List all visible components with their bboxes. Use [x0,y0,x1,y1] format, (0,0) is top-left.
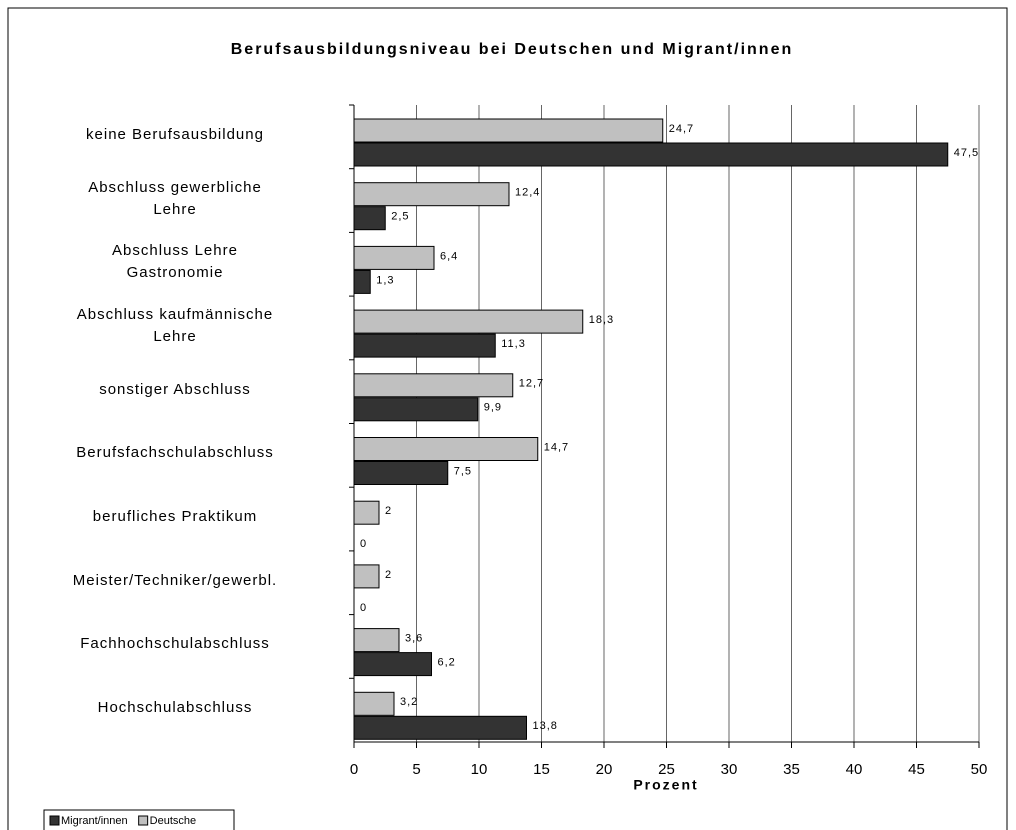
x-tick-label: 35 [783,761,800,778]
x-axis-label: Prozent [633,777,698,793]
value-label: 3,6 [405,633,423,645]
value-label: 12,7 [519,378,544,390]
chart-title: Berufsausbildungsniveau bei Deutschen un… [231,41,794,58]
y-tick-label: sonstiger Abschluss [99,380,251,398]
bar [353,245,435,270]
value-label: 6,2 [438,657,456,669]
value-label: 2,5 [391,211,409,223]
x-tick-label: 5 [412,761,420,778]
bar [353,715,527,740]
value-label: 6,4 [440,250,458,262]
x-tick-label: 15 [533,761,550,778]
y-tick-label: Meister/Techniker/gewerbl. [72,571,278,589]
value-label: 11,3 [501,338,526,350]
bar [353,373,514,398]
y-tick-label: Abschluss kaufmännische Lehre [76,305,274,345]
value-label: 24,7 [669,123,694,135]
value-label: 18,3 [589,314,614,326]
y-tick-label: Abschluss Lehre Gastronomie [112,242,238,282]
bar [353,500,380,525]
value-label: 0 [360,602,367,614]
value-label: 14,7 [544,441,569,453]
x-tick-label: 45 [908,761,925,778]
x-tick-label: 40 [846,761,863,778]
value-label: 0 [360,538,367,550]
legend-swatch [49,815,60,826]
bar [353,206,386,231]
bar [353,142,949,167]
bar [353,397,479,422]
legend-label: Deutsche [150,815,196,827]
x-tick-label: 50 [971,761,988,778]
bar [353,691,395,716]
x-tick-label: 10 [471,761,488,778]
value-label: 2 [385,569,392,581]
bar [353,628,400,653]
bar [353,269,371,294]
value-label: 7,5 [454,465,472,477]
x-tick-label: 30 [721,761,738,778]
value-label: 47,5 [954,147,979,159]
x-tick-label: 20 [596,761,613,778]
legend-swatch [138,815,149,826]
bar [353,333,496,358]
frame [7,7,1008,830]
bar [353,182,510,207]
y-tick-label: Berufsfachschulabschluss [76,444,274,462]
value-label: 9,9 [484,402,502,414]
value-label: 3,2 [400,696,418,708]
y-tick-label: Hochschulabschluss [97,699,253,717]
bar [353,461,449,485]
legend-label: Migrant/innen [61,815,128,827]
y-tick-label: Abschluss gewerbliche Lehre [88,178,262,218]
y-tick-label: berufliches Praktikum [92,508,258,526]
value-label: 13,8 [533,720,558,732]
bar [353,564,380,589]
bar [353,652,432,677]
value-label: 1,3 [376,274,394,286]
value-label: 12,4 [515,187,540,199]
x-tick-label: 25 [658,761,675,778]
y-tick-label: Fachhochschulabschluss [80,635,270,653]
x-tick-label: 0 [350,761,358,778]
bar [353,437,539,461]
bar [353,118,664,143]
y-tick-label: keine Berufsausbildung [86,125,264,143]
value-label: 2 [385,505,392,517]
bar [353,309,584,334]
